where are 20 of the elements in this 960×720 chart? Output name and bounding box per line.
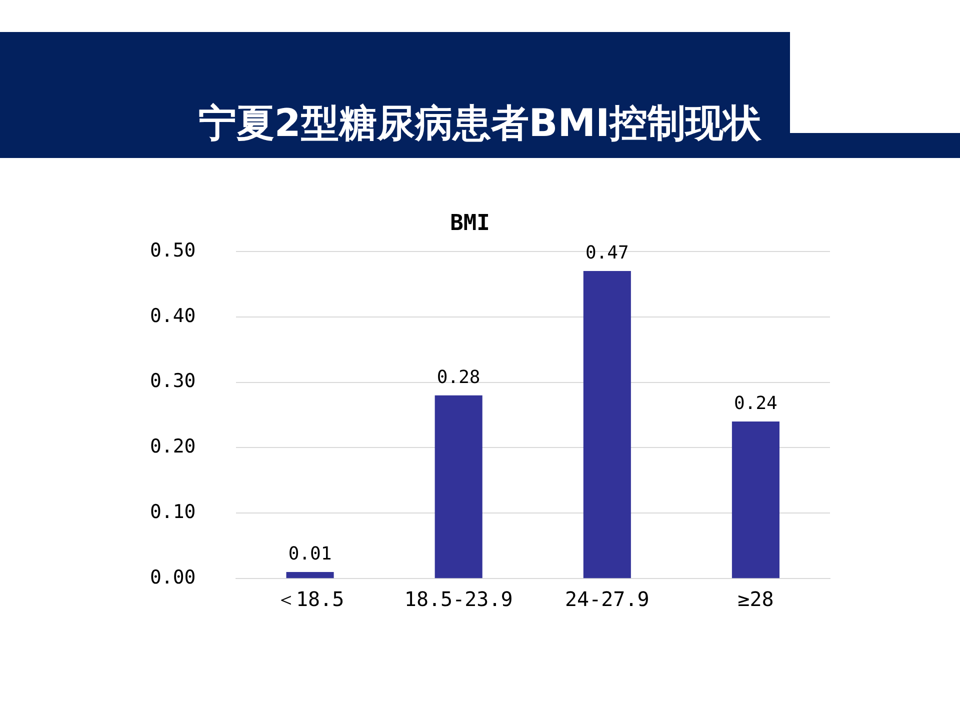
y-tick-label: 0.20 [150, 436, 196, 458]
x-tick-label: 24-27.9 [565, 586, 650, 611]
y-tick-label: 0.50 [150, 239, 196, 262]
data-label: 0.47 [585, 242, 629, 264]
data-label: 0.01 [288, 544, 332, 565]
data-label: 0.28 [436, 367, 480, 388]
bar [732, 422, 780, 578]
bar [434, 395, 482, 578]
bar [583, 271, 631, 578]
y-tick-label: 0.10 [150, 501, 196, 524]
x-tick-label: ≥28 [738, 586, 774, 611]
x-tick-label: 18.5-23.9 [404, 586, 513, 611]
data-label: 0.24 [734, 393, 778, 414]
y-tick-label: 0.40 [150, 304, 196, 327]
chart-subtitle: BMI [450, 210, 490, 236]
y-tick-label: 0.00 [150, 566, 196, 589]
x-tick-label: ＜18.5 [276, 586, 344, 611]
chart-title: 宁夏2型糖尿病患者BMI控制现状 [197, 100, 763, 147]
y-tick-label: 0.30 [150, 370, 196, 392]
bar [286, 572, 334, 578]
